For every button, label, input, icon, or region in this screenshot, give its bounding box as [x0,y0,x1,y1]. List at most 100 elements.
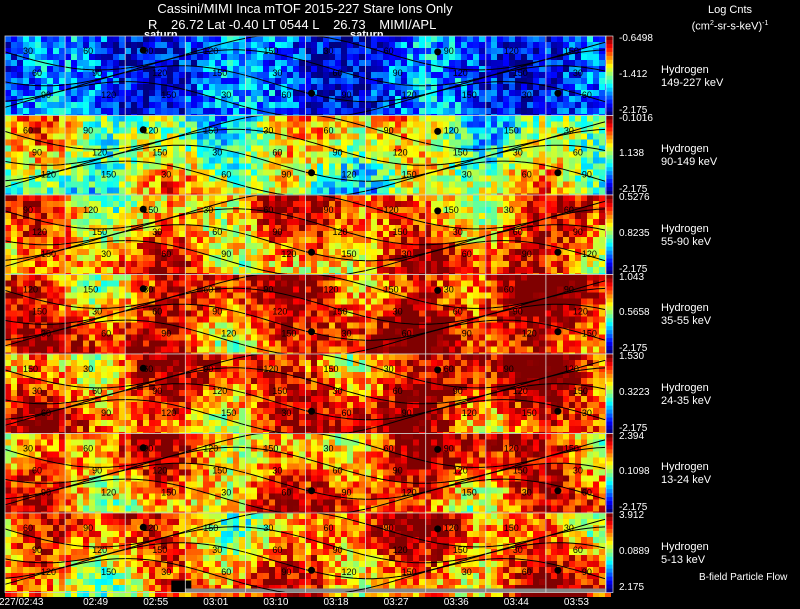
heatmap-cell [425,90,431,96]
heatmap-cell [11,60,17,66]
heatmap-cell [191,274,197,281]
heatmap-cell [533,108,539,114]
heatmap-cell [443,255,449,261]
heatmap-cell [413,42,419,48]
heatmap-cell [515,169,521,176]
heatmap-cell [257,72,263,78]
heatmap-cell [23,48,29,54]
heatmap-cell [485,54,491,60]
heatmap-cell [335,121,341,128]
heatmap-cell [419,195,425,201]
heatmap-cell [479,96,485,102]
heatmap-cell [257,96,263,102]
heatmap-cell [203,48,209,54]
heatmap-cell [521,181,527,188]
heatmap-cell [515,255,521,261]
heatmap-cell [149,42,155,48]
heatmap-cell [35,42,41,48]
heatmap-cell [89,151,95,158]
heatmap-cell [293,225,299,231]
heatmap-cell [515,121,521,128]
heatmap-cell [137,237,143,243]
heatmap-cell [239,102,245,108]
heatmap-cell [167,243,173,249]
heatmap-cell [143,78,149,84]
heatmap-cell [593,298,599,305]
heatmap-cell [251,243,257,249]
heatmap-cell [401,187,407,194]
heatmap-cell [317,175,323,182]
heatmap-cell [479,207,485,213]
heatmap-cell [197,133,203,140]
heatmap-cell [203,42,209,48]
heatmap-cell [599,36,605,42]
heatmap-cell [65,255,71,261]
heatmap-cell [521,201,527,207]
heatmap-cell [227,231,233,237]
heatmap-cell [41,121,47,128]
heatmap-cell [407,207,413,213]
heatmap-cell [503,213,509,219]
heatmap-cell [395,243,401,249]
heatmap-cell [89,48,95,54]
heatmap-cell [287,42,293,48]
heatmap-cell [149,195,155,201]
heatmap-cell [47,84,53,90]
heatmap-cell [83,133,89,140]
heatmap-cell [401,169,407,176]
heatmap-cell [461,115,467,122]
heatmap-cell [407,127,413,134]
heatmap-cell [563,66,569,72]
heatmap-cell [137,169,143,176]
heatmap-cell [185,213,191,219]
heatmap-cell [257,195,263,201]
heatmap-cell [305,304,311,311]
heatmap-cell [89,187,95,194]
heatmap-cell [191,207,197,213]
heatmap-cell [569,66,575,72]
heatmap-cell [443,157,449,164]
heatmap-cell [467,96,473,102]
heatmap-cell [515,175,521,182]
heatmap-cell [83,127,89,134]
heatmap-cell [245,219,251,225]
heatmap-cell [395,133,401,140]
heatmap-cell [161,225,167,231]
heatmap-cell [293,139,299,146]
heatmap-cell [299,108,305,114]
heatmap-cell [5,90,11,96]
heatmap-cell [305,139,311,146]
heatmap-cell [521,213,527,219]
heatmap-cell [419,187,425,194]
heatmap-cell [371,225,377,231]
heatmap-cell [155,181,161,188]
heatmap-cell [41,195,47,201]
heatmap-cell [461,157,467,164]
heatmap-cell [449,237,455,243]
heatmap-cell [191,231,197,237]
heatmap-cell [533,48,539,54]
heatmap-cell [515,102,521,108]
heatmap-cell [437,78,443,84]
heatmap-cell [443,42,449,48]
heatmap-cell [257,304,263,311]
heatmap-cell [491,201,497,207]
heatmap-cell [413,187,419,194]
heatmap-cell [533,261,539,267]
heatmap-cell [113,280,119,287]
heatmap-cell [5,195,11,201]
heatmap-cell [329,169,335,176]
heatmap-cell [11,201,17,207]
heatmap-cell [239,304,245,311]
heatmap-cell [401,181,407,188]
heatmap-cell [317,286,323,293]
heatmap-cell [155,139,161,146]
heatmap-cell [419,54,425,60]
heatmap-cell [77,54,83,60]
heatmap-cell [431,157,437,164]
heatmap-cell [359,292,365,299]
heatmap-cell [485,66,491,72]
heatmap-cell [293,108,299,114]
heatmap-cell [23,157,29,164]
heatmap-cell [359,231,365,237]
